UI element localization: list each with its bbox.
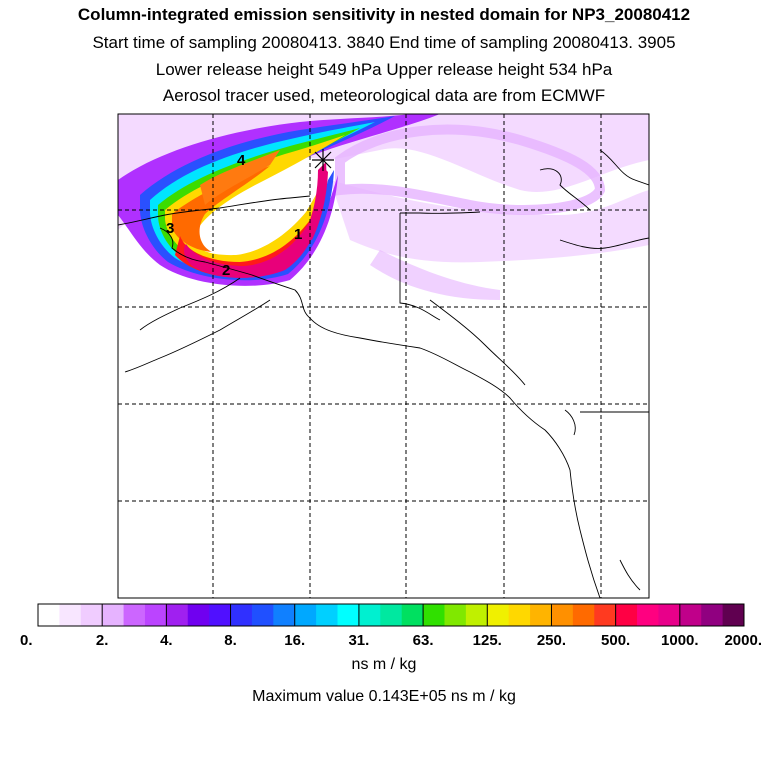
colorbar-swatch <box>572 604 595 626</box>
colorbar-swatch <box>209 604 232 626</box>
colorbar-swatch <box>679 604 702 626</box>
colorbar-tick-label: 8. <box>224 632 237 649</box>
colorbar-swatch <box>80 604 103 626</box>
colorbar-tick-label: 2. <box>95 632 109 649</box>
colorbar-swatch <box>230 604 253 626</box>
colorbar-swatch <box>530 604 552 626</box>
borders <box>399 211 649 413</box>
colorbar-swatch <box>444 604 467 626</box>
colorbar-swatch <box>166 604 189 626</box>
sampling-time-line: Start time of sampling 20080413. 3840 En… <box>92 33 676 52</box>
colorbar-swatch <box>123 604 146 626</box>
plume-band-magenta-2 <box>306 162 327 240</box>
map-title: Column-integrated emission sensitivity i… <box>77 5 691 24</box>
coastlines <box>118 149 649 598</box>
colorbar-swatch <box>273 604 296 626</box>
colorbar-tick-label: 500. <box>601 632 631 649</box>
colorbar-swatch <box>465 604 488 626</box>
plume-band-magenta <box>184 168 328 278</box>
colorbar-tick-label: 0. <box>20 632 33 649</box>
plume-band-blue <box>140 116 395 281</box>
plume-label-4: 4 <box>237 152 246 169</box>
colorbar-swatch <box>615 604 638 626</box>
colorbar-swatch <box>294 604 317 626</box>
release-point-marker <box>312 149 334 171</box>
colorbar-swatch <box>551 604 574 626</box>
colorbar-swatch <box>594 604 617 626</box>
plume-haze-ring <box>335 124 606 215</box>
plume-band-purple <box>118 114 440 286</box>
colorbar-swatch <box>722 604 745 626</box>
map-content <box>118 114 649 598</box>
map-frame <box>117 113 650 599</box>
release-height-line: Lower release height 549 hPa Upper relea… <box>155 60 613 79</box>
colorbar-swatch <box>144 604 167 626</box>
colorbar-swatch <box>38 604 60 626</box>
maximum-value: Maximum value 0.143E+05 ns m / kg <box>252 688 516 705</box>
colorbar-swatch <box>358 604 381 626</box>
tracer-info-line: Aerosol tracer used, meteorological data… <box>162 86 606 105</box>
colorbar-swatch <box>658 604 681 626</box>
colorbar-tick-label: 2000. <box>724 632 762 649</box>
plume-haze-east <box>330 180 649 263</box>
colorbar-swatch <box>701 604 724 626</box>
colorbar <box>37 603 745 627</box>
colorbar-swatch <box>380 604 403 626</box>
colorbar-frame <box>37 603 745 627</box>
colorbar-swatch <box>316 604 339 626</box>
colorbar-tick-label: 16. <box>284 632 306 649</box>
colorbar-swatch <box>337 604 360 626</box>
colorbar-tick-label: 4. <box>160 632 173 649</box>
colorbar-tick-label: 1000. <box>661 632 699 649</box>
colorbar-swatch <box>637 604 659 626</box>
colorbar-swatch <box>508 604 531 626</box>
colorbar-swatch <box>102 604 125 626</box>
colorbar-tick-label: 31. <box>348 632 370 649</box>
plume-band-orange <box>172 166 270 252</box>
plume-label-3: 3 <box>166 220 175 237</box>
colorbar-swatch <box>251 604 274 626</box>
colorbar-swatch <box>187 604 210 626</box>
plume-label-1: 1 <box>294 226 303 243</box>
colorbar-units: ns m / kg <box>351 656 417 673</box>
graticule <box>118 114 649 598</box>
plume-haze-south <box>370 250 500 300</box>
colorbar-swatch <box>487 604 510 626</box>
plume-band-orange-2 <box>200 150 280 205</box>
colorbar-swatch <box>59 604 82 626</box>
plume-label-2: 2 <box>222 262 231 279</box>
colorbar-tick-label: 125. <box>472 632 502 649</box>
colorbar-tick-label: 63. <box>412 632 434 649</box>
colorbar-swatch <box>423 604 445 626</box>
colorbar-swatch <box>401 604 424 626</box>
colorbar-tick-label: 250. <box>536 632 567 649</box>
